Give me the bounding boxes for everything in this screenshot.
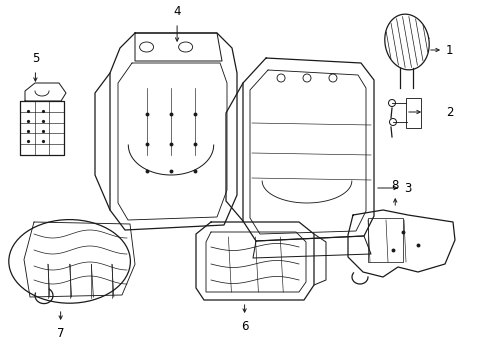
Text: 4: 4 <box>173 5 181 18</box>
Text: 2: 2 <box>446 105 454 118</box>
Text: 7: 7 <box>57 327 64 340</box>
Text: 6: 6 <box>241 320 248 333</box>
Text: 5: 5 <box>32 52 39 65</box>
Text: 3: 3 <box>404 181 412 194</box>
Text: 1: 1 <box>446 44 454 57</box>
Bar <box>368 218 403 262</box>
Text: 8: 8 <box>392 179 399 192</box>
Bar <box>406 98 421 128</box>
